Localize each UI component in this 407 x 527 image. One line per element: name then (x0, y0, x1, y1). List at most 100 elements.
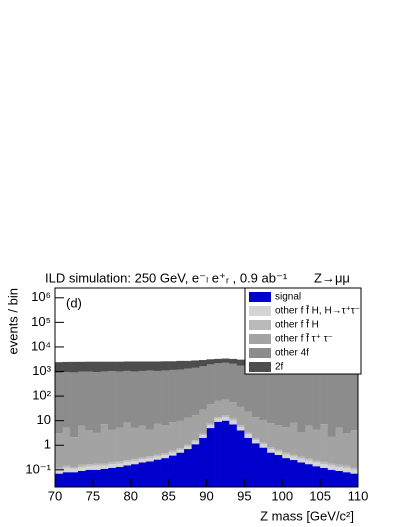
histogram-bar (183, 446, 192, 450)
histogram-bar (77, 371, 86, 426)
histogram-bar (138, 425, 147, 458)
histogram-bar (229, 402, 238, 419)
histogram-bar (100, 424, 109, 464)
histogram-bar (320, 424, 328, 462)
histogram-bar (108, 370, 116, 430)
histogram-bar (244, 367, 253, 412)
histogram-bar (289, 456, 298, 461)
histogram-bar (85, 466, 94, 470)
y-axis-label: events / bin (5, 288, 20, 355)
histogram-bar (62, 472, 71, 487)
histogram-bar (108, 429, 116, 462)
histogram-bar (297, 371, 306, 433)
histogram-bar (206, 428, 215, 487)
histogram-bar (320, 461, 328, 465)
histogram-bar (236, 427, 245, 431)
histogram-bar (267, 446, 275, 450)
histogram-bar (153, 456, 162, 460)
histogram-bar (214, 400, 222, 418)
histogram-bar (251, 443, 260, 487)
histogram-bar (282, 427, 291, 453)
histogram-bar (92, 463, 101, 466)
histogram-bar (282, 452, 291, 455)
histogram-bar (85, 469, 94, 487)
histogram-bar (191, 444, 200, 487)
histogram-bar (274, 370, 283, 426)
histogram-bar (62, 361, 71, 373)
histogram-bar (85, 464, 94, 467)
histogram-bar (108, 467, 116, 487)
histogram-bar (304, 371, 313, 426)
histogram-bar (145, 456, 154, 459)
histogram-bar (153, 423, 162, 455)
histogram-bar (77, 467, 86, 471)
histogram-bar (206, 423, 215, 426)
histogram-bar (274, 449, 283, 452)
histogram-bar (214, 358, 222, 364)
histogram-bar (85, 371, 94, 431)
histogram-bar (297, 458, 306, 463)
histogram-bar (335, 372, 344, 428)
x-tick-label: 100 (271, 488, 293, 503)
histogram-bar (183, 444, 192, 447)
annotation: (d) (66, 295, 82, 310)
histogram-bar (244, 411, 253, 433)
histogram-bar (77, 361, 86, 372)
histogram-bar (168, 450, 177, 453)
histogram-bar (153, 454, 162, 457)
histogram-bar (138, 370, 147, 426)
histogram-bar (350, 469, 359, 474)
histogram-bar (92, 361, 101, 373)
histogram-bar (335, 467, 344, 471)
histogram-bar (267, 423, 275, 447)
x-tick-label: 90 (199, 488, 213, 503)
histogram-bar (259, 444, 268, 448)
histogram-bar (236, 359, 245, 366)
histogram-bar (191, 360, 200, 368)
histogram-bar (221, 399, 230, 416)
legend-swatch (249, 362, 271, 372)
histogram-bar (92, 372, 101, 433)
histogram-bar (100, 371, 109, 425)
histogram-bar (138, 361, 147, 371)
y-tick-label: 1 (44, 437, 51, 452)
histogram-bar (176, 360, 185, 370)
histogram-bar (123, 370, 132, 423)
y-tick-label: 10⁴ (31, 338, 51, 353)
histogram-bar (304, 464, 313, 487)
histogram-bar (350, 430, 359, 468)
histogram-bar (55, 473, 63, 487)
histogram-bar (191, 441, 200, 445)
histogram-bar (70, 437, 79, 468)
histogram-bar (214, 421, 222, 487)
histogram-bar (161, 458, 169, 487)
histogram-bar (130, 458, 139, 461)
histogram-bar (327, 465, 336, 470)
histogram-bar (191, 440, 200, 442)
histogram-bar (251, 368, 260, 418)
y-tick-label: 10 (37, 412, 51, 427)
x-tick-label: 110 (348, 488, 369, 503)
histogram-bar (214, 417, 222, 419)
histogram-bar (55, 362, 63, 373)
legend-label: other 4f (275, 348, 309, 359)
histogram-bar (320, 372, 328, 425)
histogram-bar (70, 467, 79, 469)
histogram-bar (85, 361, 94, 372)
histogram-bar (350, 372, 359, 431)
histogram-bar (55, 372, 63, 434)
histogram-bar (115, 467, 124, 487)
histogram-bar (342, 472, 351, 487)
histogram-bar (206, 425, 215, 429)
histogram-bar (198, 366, 207, 410)
histogram-bar (221, 420, 230, 487)
histogram-bar (161, 425, 169, 454)
histogram-bar (312, 462, 321, 467)
histogram-bar (289, 371, 298, 423)
histogram-bar (229, 418, 238, 421)
histogram-bar (115, 463, 124, 468)
histogram-bar (100, 463, 109, 466)
histogram-bar (168, 361, 177, 370)
